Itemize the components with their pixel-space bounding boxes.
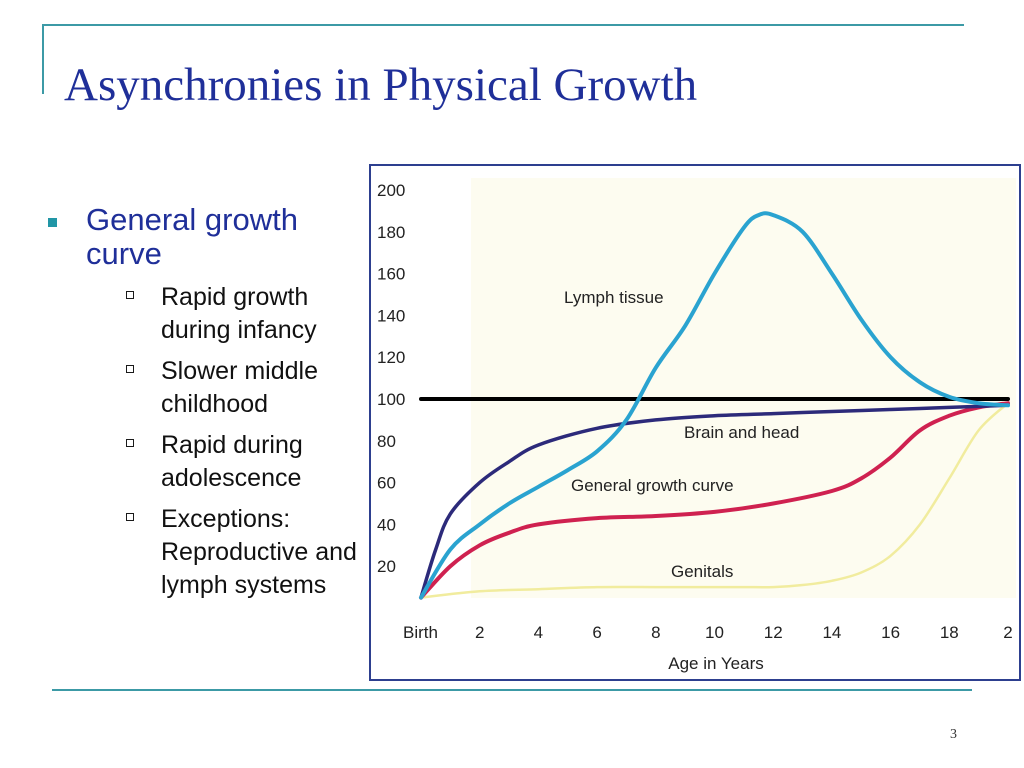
- left-rule: [42, 24, 44, 94]
- sub-bullet-text: Rapid during adolescence: [161, 431, 303, 492]
- x-axis-title: Age in Years: [668, 654, 763, 673]
- x-tick-label: 4: [534, 623, 543, 642]
- hollow-square-bullet-icon: [126, 513, 134, 521]
- plot-background: [471, 178, 1016, 598]
- lymph-tissue-line: [419, 211, 1010, 600]
- y-tick-label: 140: [377, 306, 405, 325]
- brain-and-head-line: [419, 403, 1010, 600]
- hollow-square-bullet-icon: [126, 365, 134, 373]
- y-tick-label: 180: [377, 223, 405, 242]
- y-tick-label: 160: [377, 265, 405, 284]
- x-tick-label: 16: [881, 623, 900, 642]
- x-tick-label: 12: [764, 623, 783, 642]
- series-label: Lymph tissue: [564, 288, 664, 307]
- x-tick-label: 2: [475, 623, 484, 642]
- bullet-text: General growth curve: [86, 202, 298, 271]
- hollow-square-bullet-icon: [126, 291, 134, 299]
- growth-chart-svg: 20 40 60 80 100 120 140 160 180 200 Birth 2 4 6 8 10 12 1…: [377, 178, 1016, 673]
- sub-bullet-item: Slower middle childhood: [86, 355, 378, 421]
- sub-bullet-item: Rapid during adolescence: [86, 429, 378, 495]
- sub-bullet-text: Slower middle childhood: [161, 357, 319, 418]
- x-tick-label: 10: [705, 623, 724, 642]
- hollow-square-bullet-icon: [126, 439, 134, 447]
- y-tick-label: 200: [377, 181, 405, 200]
- square-bullet-icon: [48, 218, 57, 227]
- y-tick-label: 120: [377, 348, 405, 367]
- x-tick-label: 14: [822, 623, 841, 642]
- bullet-list: General growth curve Rapid growth during…: [48, 203, 378, 610]
- sub-bullet-list: Rapid growth during infancy Slower middl…: [86, 281, 378, 602]
- genitals-line: [419, 401, 1010, 599]
- y-tick-label: 60: [377, 474, 396, 493]
- x-tick-label: 8: [651, 623, 660, 642]
- bullet-item: General growth curve Rapid growth during…: [48, 203, 378, 602]
- series-label: Genitals: [671, 562, 733, 581]
- sub-bullet-text: Exceptions: Reproductive and lymph syste…: [161, 505, 357, 599]
- x-tick-label: 18: [940, 623, 959, 642]
- sub-bullet-item: Exceptions: Reproductive and lymph syste…: [86, 503, 378, 602]
- growth-chart: 20 40 60 80 100 120 140 160 180 200 Birth 2 4 6 8 10 12 1…: [369, 164, 1021, 681]
- sub-bullet-text: Rapid growth during infancy: [161, 283, 317, 344]
- slide-title: Asynchronies in Physical Growth: [64, 59, 698, 111]
- sub-bullet-item: Rapid growth during infancy: [86, 281, 378, 347]
- general-growth-line: [419, 401, 1010, 600]
- y-tick-label: 100: [377, 390, 405, 409]
- page-number: 3: [950, 727, 957, 742]
- series-label: Brain and head: [684, 423, 799, 442]
- top-rule: [42, 24, 964, 26]
- x-tick-label: 6: [592, 623, 601, 642]
- bottom-rule: [52, 689, 972, 691]
- y-tick-label: 40: [377, 515, 396, 534]
- x-tick-label: 2: [1003, 623, 1012, 642]
- y-tick-label: 80: [377, 432, 396, 451]
- series-label: General growth curve: [571, 476, 734, 495]
- y-tick-label: 20: [377, 557, 396, 576]
- x-tick-label: Birth: [403, 623, 438, 642]
